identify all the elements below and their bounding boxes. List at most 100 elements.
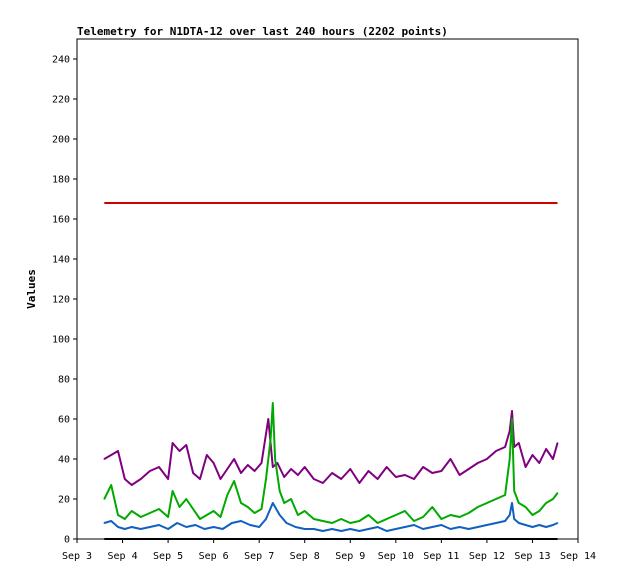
data-point xyxy=(185,444,188,446)
data-point xyxy=(376,478,379,480)
data-point xyxy=(247,464,249,466)
x-tick-label: Sep 5 xyxy=(153,551,183,562)
data-point xyxy=(395,528,397,530)
data-point xyxy=(253,470,256,472)
x-tick-label: Sep 10 xyxy=(378,551,414,562)
data-point xyxy=(467,528,470,530)
data-point xyxy=(258,526,261,528)
y-tick-label: 200 xyxy=(52,135,70,146)
y-tick-label: 160 xyxy=(52,215,70,226)
data-point xyxy=(278,514,281,516)
data-point xyxy=(331,522,333,524)
data-point xyxy=(511,502,513,504)
data-point xyxy=(367,528,370,530)
data-point xyxy=(376,522,379,524)
data-point xyxy=(203,528,206,530)
data-point xyxy=(358,530,361,532)
data-point xyxy=(171,490,174,492)
data-point xyxy=(511,418,513,420)
data-point xyxy=(340,478,343,480)
data-point xyxy=(192,508,194,510)
data-point xyxy=(486,524,488,526)
data-point xyxy=(171,442,174,444)
data-point xyxy=(221,528,224,530)
x-tick-label: Sep 3 xyxy=(62,551,92,562)
data-point xyxy=(531,454,534,456)
data-point xyxy=(253,512,256,514)
data-point xyxy=(247,506,249,508)
data-point xyxy=(285,522,288,524)
data-point xyxy=(269,438,272,440)
data-point xyxy=(477,526,479,528)
data-point xyxy=(395,514,397,516)
data-point xyxy=(226,494,229,496)
data-point xyxy=(556,492,559,494)
data-point xyxy=(283,476,286,478)
data-point xyxy=(518,442,520,444)
data-point xyxy=(331,472,333,474)
data-point xyxy=(340,518,343,520)
data-point xyxy=(297,474,299,476)
x-tick-label: Sep 14 xyxy=(560,551,596,562)
series-line xyxy=(103,402,559,524)
data-point xyxy=(331,528,333,530)
data-point xyxy=(538,462,541,464)
data-point xyxy=(358,482,361,484)
data-point xyxy=(349,468,352,470)
y-tick-label: 80 xyxy=(58,375,70,386)
data-point xyxy=(124,528,126,530)
data-point xyxy=(467,468,470,470)
y-tick-label: 180 xyxy=(52,175,70,186)
data-point xyxy=(486,458,488,460)
data-point xyxy=(103,522,106,524)
data-point xyxy=(545,448,547,450)
data-point xyxy=(194,524,197,526)
data-point xyxy=(508,458,511,460)
data-point xyxy=(274,458,276,460)
data-point xyxy=(556,442,559,444)
data-point xyxy=(467,512,470,514)
data-point xyxy=(524,466,527,468)
data-point xyxy=(110,484,112,486)
y-tick-label: 120 xyxy=(52,295,70,306)
data-point xyxy=(297,514,299,516)
data-point xyxy=(226,468,229,470)
series-2 xyxy=(103,402,559,524)
data-point xyxy=(404,510,406,512)
data-point xyxy=(290,498,292,500)
data-point xyxy=(531,526,534,528)
x-tick-label: Sep 8 xyxy=(290,551,320,562)
data-point xyxy=(265,518,267,520)
data-point xyxy=(260,462,263,464)
data-point xyxy=(167,478,169,480)
data-point xyxy=(495,522,497,524)
data-point xyxy=(303,466,306,468)
data-point xyxy=(431,472,434,474)
data-point xyxy=(508,514,511,516)
data-point xyxy=(176,522,178,524)
data-point xyxy=(199,518,201,520)
data-point xyxy=(158,524,160,526)
data-point xyxy=(140,516,142,518)
data-point xyxy=(504,494,506,496)
data-point xyxy=(340,530,343,532)
data-point xyxy=(513,518,515,520)
data-point xyxy=(322,530,324,532)
data-point xyxy=(240,472,242,474)
data-point xyxy=(449,528,452,530)
plot-frame xyxy=(76,38,579,540)
data-point xyxy=(130,526,133,528)
data-point xyxy=(103,458,106,460)
data-point xyxy=(167,516,169,518)
data-point xyxy=(149,470,151,472)
data-point xyxy=(440,524,443,526)
data-point xyxy=(367,514,370,516)
data-point xyxy=(240,520,242,522)
data-point xyxy=(272,402,274,404)
y-tick-label: 220 xyxy=(52,95,70,106)
data-point xyxy=(265,478,267,480)
data-point xyxy=(212,526,215,528)
data-point xyxy=(422,516,424,518)
data-point xyxy=(272,502,274,504)
